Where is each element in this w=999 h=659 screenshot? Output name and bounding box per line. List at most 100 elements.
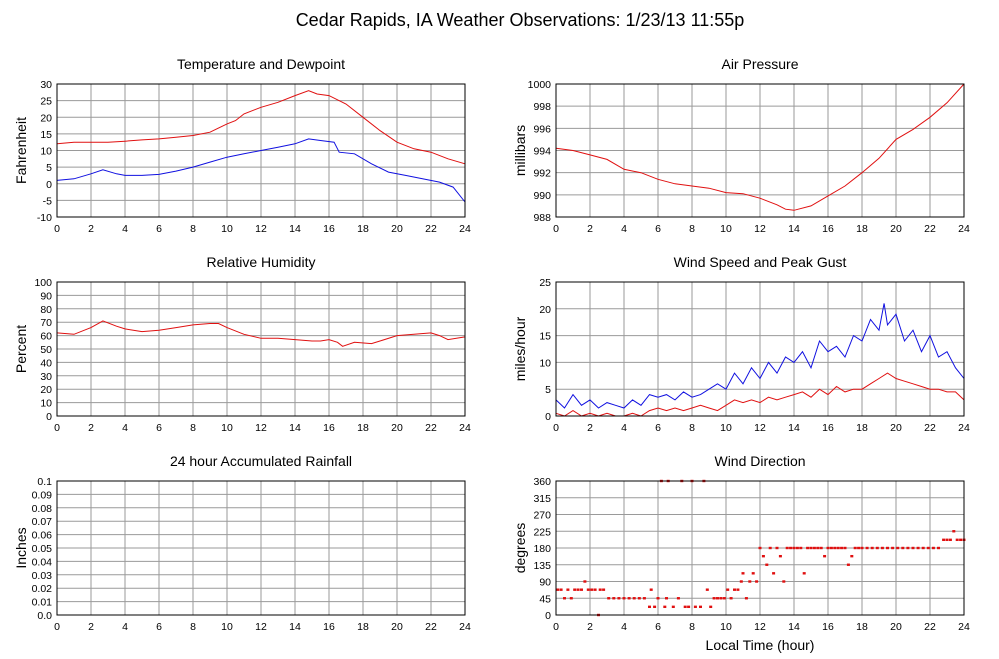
wind-direction-point	[741, 572, 745, 575]
x-tick-label: 16	[822, 621, 834, 633]
wind-direction-point	[886, 546, 889, 550]
x-tick-label: 16	[822, 223, 834, 235]
wind-direction-point	[693, 605, 697, 609]
x-tick-label: 0	[553, 621, 559, 633]
wind-direction-point	[836, 546, 840, 550]
wind-direction-point	[891, 546, 895, 550]
wind-direction-point	[583, 580, 587, 583]
chart-title: 24 hour Accumulated Rainfall	[170, 453, 352, 469]
x-tick-label: 18	[357, 621, 369, 633]
x-tick-label: 4	[621, 621, 627, 633]
wind-direction-point	[853, 546, 857, 550]
plot-frame	[555, 480, 965, 616]
x-tick-label: 8	[190, 621, 196, 633]
y-tick-label: 25	[539, 277, 551, 289]
x-tick-label: 24	[958, 422, 970, 434]
wind-direction-point	[901, 546, 905, 550]
x-tick-label: 10	[221, 223, 233, 235]
y-tick-label: 996	[533, 123, 551, 135]
wind-direction-point	[896, 546, 900, 550]
wind-direction-point	[637, 597, 641, 600]
wind-direction-point	[785, 546, 789, 550]
wind-direction-point	[778, 554, 782, 558]
y-tick-label: 180	[533, 543, 551, 555]
y-tick-label: 992	[533, 168, 551, 180]
y-tick-label: 0.04	[32, 556, 53, 568]
series-line-0	[555, 83, 965, 211]
wind-direction-point	[559, 588, 563, 591]
y-tick-label: 0.07	[32, 516, 53, 528]
y-tick-label: 50	[40, 344, 52, 356]
wind-direction-point	[857, 546, 861, 550]
chart-title: Wind Speed and Peak Gust	[674, 254, 847, 270]
wind-direction-point	[719, 597, 723, 600]
x-tick-label: 22	[425, 422, 437, 434]
y-tick-label: 0.0	[37, 610, 52, 622]
y-tick-label: 20	[40, 112, 52, 124]
wind-direction-point	[573, 588, 577, 591]
x-tick-label: 20	[890, 223, 902, 235]
x-tick-label: 24	[459, 223, 471, 235]
wind-direction-point	[699, 605, 702, 609]
wind-direction-point	[627, 597, 631, 600]
wind-direction-point	[816, 546, 820, 550]
y-tick-label: -5	[43, 195, 52, 207]
x-tick-label: 6	[655, 223, 661, 235]
y-tick-label: 15	[40, 129, 52, 141]
wind-direction-point	[937, 546, 940, 550]
x-tick-label: 2	[88, 621, 94, 633]
x-tick-label: 10	[221, 422, 233, 434]
x-tick-label: 18	[856, 223, 868, 235]
x-tick-label: 2	[587, 621, 593, 633]
wind-direction-point	[563, 597, 566, 600]
x-tick-label: 24	[958, 621, 970, 633]
y-tick-label: 0.06	[32, 530, 53, 542]
wind-direction-point	[607, 597, 611, 600]
wind-direction-point	[819, 546, 823, 550]
y-tick-label: 10	[40, 146, 52, 158]
x-tick-label: 10	[720, 621, 732, 633]
x-tick-label: 18	[357, 223, 369, 235]
wind-direction-point	[921, 546, 925, 550]
wind-direction-point	[683, 605, 687, 609]
wind-direction-point	[809, 546, 813, 550]
x-tick-label: 10	[720, 223, 732, 235]
wind-direction-point	[649, 588, 653, 591]
wind-direction-point	[687, 605, 691, 609]
wind-direction-point	[823, 554, 827, 558]
y-tick-label: 100	[34, 277, 52, 289]
x-tick-label: 10	[720, 422, 732, 434]
y-tick-label: 30	[40, 79, 52, 91]
y-tick-label: 988	[533, 212, 551, 224]
page-title: Cedar Rapids, IA Weather Observations: 1…	[296, 10, 745, 30]
x-tick-label: 16	[323, 422, 335, 434]
x-tick-label: 22	[425, 223, 437, 235]
wind-direction-point	[926, 546, 930, 550]
wind-direction-point	[840, 546, 844, 550]
wind-direction-point	[833, 546, 837, 550]
y-tick-label: 45	[539, 593, 551, 605]
x-tick-label: 8	[689, 223, 695, 235]
x-tick-label: 14	[289, 223, 301, 235]
wind-direction-point	[955, 538, 959, 542]
x-tick-label: 16	[323, 621, 335, 633]
y-tick-label: 360	[533, 476, 551, 488]
wind-direction-point	[916, 546, 920, 550]
x-tick-label: 22	[924, 422, 936, 434]
wind-direction-point	[729, 597, 733, 600]
wind-direction-point	[598, 588, 602, 591]
x-tick-label: 6	[655, 621, 661, 633]
wind-direction-point	[709, 605, 713, 609]
x-tick-label: 2	[587, 223, 593, 235]
wind-direction-point	[580, 588, 583, 591]
wind-direction-point	[612, 597, 616, 600]
x-tick-label: 6	[655, 422, 661, 434]
wind-direction-point	[671, 605, 675, 609]
wind-direction-point	[952, 530, 956, 533]
series-line-0	[56, 90, 466, 165]
wind-direction-point	[748, 580, 752, 583]
wind-direction-point	[676, 597, 680, 600]
chart-title: Wind Direction	[714, 453, 805, 469]
